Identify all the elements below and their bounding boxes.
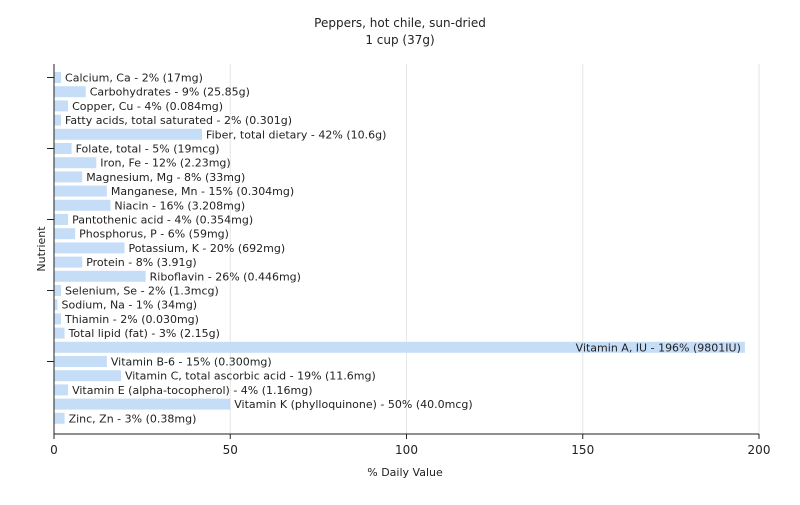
x-tick-label: 0: [50, 443, 58, 457]
x-tick-label: 50: [223, 443, 238, 457]
bar: [54, 157, 97, 169]
bar: [54, 285, 62, 296]
bar: [54, 398, 231, 410]
bar-label: Vitamin B-6 - 15% (0.300mg): [111, 356, 272, 369]
bar-label: Folate, total - 5% (19mcg): [76, 143, 220, 156]
bar-label: Manganese, Mn - 15% (0.304mg): [111, 185, 294, 198]
bars: Calcium, Ca - 2% (17mg)Carbohydrates - 9…: [54, 72, 745, 425]
bar: [54, 199, 111, 211]
bar-label: Total lipid (fat) - 3% (2.15g): [68, 327, 220, 340]
x-axis-title: % Daily Value: [367, 466, 443, 479]
bar-label: Protein - 8% (3.91g): [86, 256, 197, 269]
bar: [54, 86, 86, 98]
bar: [54, 128, 203, 140]
bar-label: Selenium, Se - 2% (1.3mcg): [65, 285, 219, 298]
bar: [54, 228, 76, 240]
bar-label: Vitamin A, IU - 196% (9801IU): [576, 341, 741, 354]
bar-label: Magnesium, Mg - 8% (33mg): [86, 171, 245, 184]
x-tick-label: 100: [395, 443, 418, 457]
bar: [54, 242, 125, 254]
bar: [54, 370, 121, 382]
bar: [54, 72, 62, 83]
bar-label: Zinc, Zn - 3% (0.38mg): [69, 412, 197, 425]
bar: [54, 143, 72, 154]
bar-label: Phosphorus, P - 6% (59mg): [79, 228, 229, 241]
bar: [54, 412, 65, 424]
bar: [54, 214, 69, 225]
chart-title: Peppers, hot chile, sun-dried: [314, 16, 486, 30]
bar: [54, 114, 62, 126]
bar-label: Iron, Fe - 12% (2.23mg): [100, 157, 230, 170]
bar-label: Fatty acids, total saturated - 2% (0.301…: [65, 114, 292, 127]
bar-label: Copper, Cu - 4% (0.084mg): [72, 100, 223, 113]
bar-label: Potassium, K - 20% (692mg): [129, 242, 286, 255]
bar-label: Sodium, Na - 1% (34mg): [62, 299, 198, 312]
bar: [54, 270, 146, 282]
chart-subtitle: 1 cup (37g): [365, 33, 434, 47]
bar-label: Carbohydrates - 9% (25.85g): [90, 86, 250, 99]
x-tick-label: 200: [748, 443, 771, 457]
bar-label: Calcium, Ca - 2% (17mg): [65, 72, 203, 85]
bar-label: Vitamin E (alpha-tocopherol) - 4% (1.16m…: [72, 384, 312, 397]
bar: [54, 100, 69, 112]
grid: [229, 64, 760, 434]
bar-label: Vitamin K (phylloquinone) - 50% (40.0mcg…: [234, 398, 472, 411]
bar: [54, 356, 107, 367]
bar: [54, 341, 745, 353]
bar: [54, 299, 58, 311]
x-tick-label: 150: [571, 443, 594, 457]
bar: [54, 171, 83, 183]
bar: [54, 327, 65, 339]
bar-label: Pantothenic acid - 4% (0.354mg): [72, 214, 253, 227]
bar: [54, 313, 62, 325]
bar-label: Fiber, total dietary - 42% (10.6g): [206, 128, 386, 141]
bar: [54, 384, 69, 396]
bar-label: Thiamin - 2% (0.030mg): [64, 313, 199, 326]
axes: 0 50 100 150 200: [47, 64, 770, 457]
bar: [54, 185, 107, 197]
y-axis-title: Nutrient: [35, 226, 48, 272]
bar-label: Niacin - 16% (3.208mg): [114, 199, 245, 212]
bar-label: Vitamin C, total ascorbic acid - 19% (11…: [125, 370, 376, 383]
bar: [54, 256, 83, 268]
bar-label: Riboflavin - 26% (0.446mg): [150, 270, 301, 283]
